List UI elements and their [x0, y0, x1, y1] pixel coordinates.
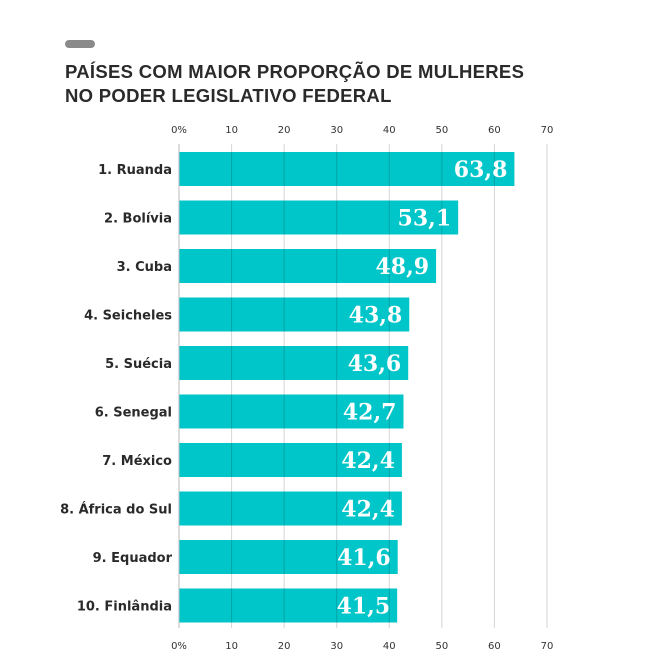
- tick-label-top: 60: [488, 125, 501, 136]
- data-label: 43,6: [348, 351, 402, 377]
- bar: [179, 297, 410, 332]
- tick-label-top: 20: [278, 125, 291, 136]
- tick-label-bottom: 70: [541, 641, 554, 652]
- tick-label-bottom: 20: [278, 641, 291, 652]
- title-line-1: PAÍSES COM MAIOR PROPORÇÃO DE MULHERES: [65, 61, 525, 82]
- tick-label-bottom: 50: [435, 641, 448, 652]
- bar: [179, 346, 409, 380]
- data-label: 42,7: [343, 400, 397, 426]
- category-label: 10. Finlândia: [77, 600, 172, 615]
- tick-label-bottom: 30: [330, 641, 343, 652]
- data-label: 63,8: [454, 157, 508, 183]
- bar: [179, 249, 437, 283]
- data-label: 48,9: [375, 254, 429, 280]
- tick-label-bottom: 40: [383, 641, 396, 652]
- category-label: 1. Ruanda: [98, 163, 172, 178]
- tick-label-bottom: 0%: [171, 641, 187, 652]
- bar: [179, 394, 404, 429]
- category-label: 7. México: [102, 454, 172, 469]
- category-label: 4. Seicheles: [84, 309, 172, 324]
- title-line-2: NO PODER LEGISLATIVO FEDERAL: [65, 85, 392, 106]
- data-label: 41,6: [337, 545, 391, 571]
- category-label: 6. Senegal: [95, 406, 172, 421]
- tick-label-top: 50: [435, 125, 448, 136]
- bar: [179, 200, 459, 235]
- bar: [179, 152, 515, 186]
- bar: [179, 588, 398, 623]
- header-pill: [65, 40, 95, 48]
- data-label: 43,8: [349, 303, 403, 329]
- tick-label-top: 30: [330, 125, 343, 136]
- data-label: 42,4: [341, 497, 395, 523]
- data-label: 42,4: [341, 448, 395, 474]
- category-label: 9. Equador: [93, 551, 173, 566]
- category-label: 2. Bolívia: [104, 212, 172, 227]
- bar: [179, 540, 398, 574]
- tick-label-top: 70: [541, 125, 554, 136]
- category-label: 3. Cuba: [117, 260, 172, 275]
- tick-label-bottom: 60: [488, 641, 501, 652]
- tick-label-bottom: 10: [225, 641, 238, 652]
- bar: [179, 491, 402, 526]
- data-label: 41,5: [337, 594, 391, 620]
- chart-title: PAÍSES COM MAIOR PROPORÇÃO DE MULHERES N…: [65, 60, 524, 108]
- tick-label-top: 0%: [171, 125, 187, 136]
- tick-label-top: 40: [383, 125, 396, 136]
- data-label: 53,1: [398, 206, 452, 232]
- bar: [179, 443, 402, 477]
- tick-label-top: 10: [225, 125, 238, 136]
- category-label: 5. Suécia: [105, 357, 172, 372]
- category-label: 8. África do Sul: [60, 502, 172, 518]
